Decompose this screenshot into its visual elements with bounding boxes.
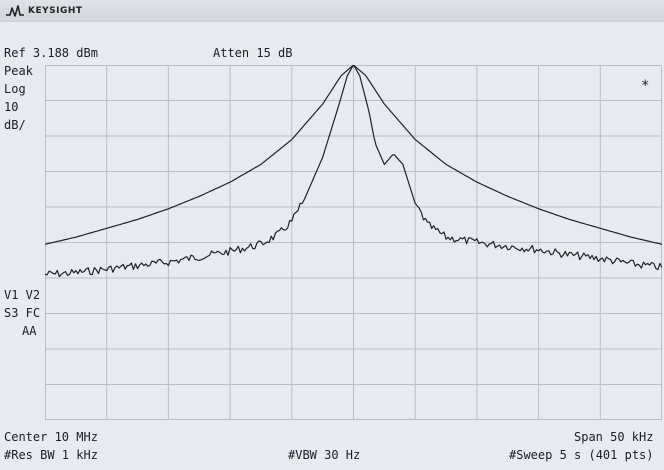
attenuation-label: Atten 15 dB — [213, 46, 293, 60]
trace-flags-row2: S3 FC — [4, 306, 41, 320]
spectrum-plot — [45, 65, 662, 420]
res-bw-label: #Res BW 1 kHz — [4, 448, 98, 462]
trace-narrow — [45, 65, 662, 278]
analyzer-screen: Ref 3.188 dBm Atten 15 dB Peak Log 10 dB… — [0, 22, 664, 470]
ref-level-label: Ref 3.188 dBm — [4, 46, 98, 60]
sweep-label: #Sweep 5 s (401 pts) — [509, 448, 654, 462]
scale-unit-label: dB/ — [4, 118, 26, 132]
marker-flag: * — [641, 78, 650, 94]
scale-value-label: 10 — [4, 100, 19, 114]
vbw-label: #VBW 30 Hz — [288, 448, 361, 462]
scale-type-label: Log — [4, 82, 26, 96]
trace-flags-row1: V1 V2 — [4, 288, 41, 302]
traces — [45, 65, 662, 278]
graticule — [45, 65, 662, 420]
detector-label: Peak — [4, 64, 33, 78]
keysight-wave-logo-icon — [6, 5, 24, 17]
span-label: Span 50 kHz — [574, 430, 654, 444]
brand: KEYSIGHT — [6, 4, 83, 18]
trace-broad — [45, 65, 662, 245]
brand-name: KEYSIGHT — [28, 6, 83, 16]
trace-flags-row3: AA — [22, 324, 37, 338]
center-frequency-label: Center 10 MHz — [4, 430, 98, 444]
title-bar: KEYSIGHT — [0, 0, 664, 23]
